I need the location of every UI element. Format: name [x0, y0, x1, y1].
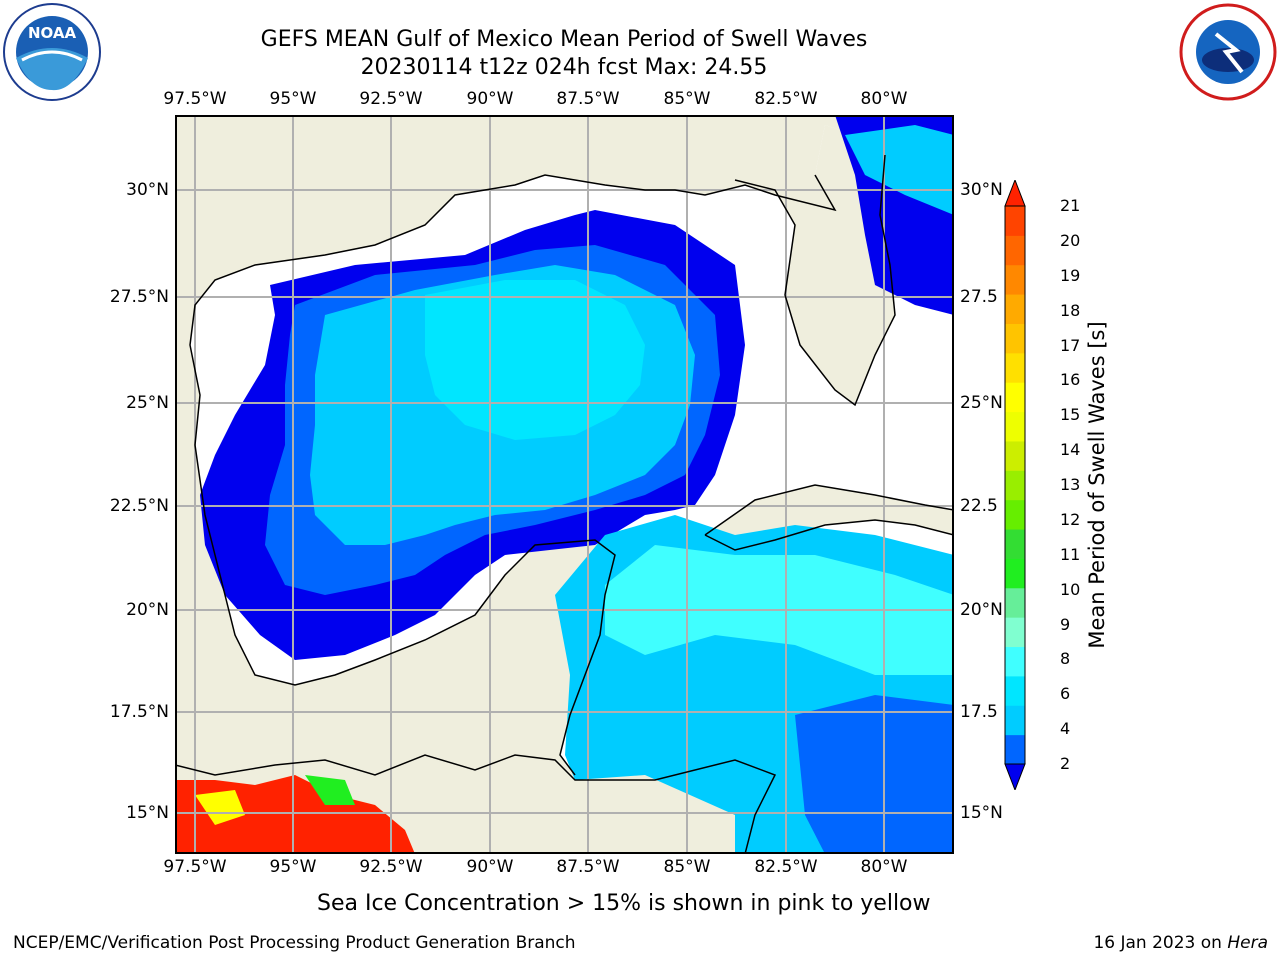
colorbar-segment — [1005, 235, 1025, 266]
colorbar-tick-label: 16 — [1060, 370, 1081, 390]
lon-tick-label: 92.5°W — [359, 89, 423, 109]
lat-tick-label: 30°N — [126, 180, 169, 200]
colorbar-segment — [1005, 558, 1025, 589]
lon-tick-label: 90°W — [466, 857, 514, 877]
colorbar-tick-label: 8 — [1060, 649, 1071, 669]
svg-text:NOAA: NOAA — [28, 24, 77, 42]
colorbar-segment — [1005, 470, 1025, 501]
lat-tick-label: 20°N — [960, 600, 1003, 620]
swell-band-8-9 — [425, 280, 645, 440]
lon-tick-label: 80°W — [860, 857, 908, 877]
lat-tick-label: 17.5 — [960, 702, 998, 722]
lon-tick-label: 95°W — [269, 89, 317, 109]
colorbar-segment — [1005, 675, 1025, 706]
colorbar-segment — [1005, 382, 1025, 413]
colorbar-segment — [1005, 646, 1025, 677]
colorbar — [1004, 180, 1026, 790]
lat-tick-label: 30°N — [960, 180, 1003, 200]
colorbar-tick-label: 6 — [1060, 684, 1071, 704]
colorbar-segment — [1005, 323, 1025, 354]
lon-tick-label: 87.5°W — [556, 89, 620, 109]
colorbar-segment — [1005, 529, 1025, 559]
colorbar-frame — [1004, 205, 1026, 765]
chart-title: GEFS MEAN Gulf of Mexico Mean Period of … — [260, 27, 868, 52]
lon-tick-label: 90°W — [466, 89, 514, 109]
colorbar-tick-label: 17 — [1060, 335, 1081, 355]
lat-tick-label: 20°N — [126, 600, 169, 620]
colorbar-tick-label: 18 — [1060, 300, 1081, 320]
colorbar-tick-label: 11 — [1060, 544, 1081, 564]
colorbar-arrow-bottom — [1004, 763, 1026, 790]
colorbar-tick-label: 9 — [1060, 614, 1071, 634]
colorbar-segment — [1005, 206, 1025, 236]
lon-tick-label: 85°W — [663, 89, 711, 109]
date-line: 16 Jan 2023 on Hera — [1093, 933, 1268, 953]
colorbar-segment — [1005, 587, 1025, 618]
lat-tick-label: 25°N — [126, 393, 169, 413]
colorbar-tick-label: 21 — [1060, 196, 1081, 215]
colorbar-tick-label: 15 — [1060, 405, 1081, 425]
lat-tick-label: 15°N — [960, 803, 1003, 823]
colorbar-tick-label: 20 — [1060, 230, 1081, 250]
credit-line: NCEP/EMC/Verification Post Processing Pr… — [13, 933, 576, 953]
date-text: 16 Jan 2023 on — [1093, 933, 1228, 953]
swell-atlantic-6-8 — [845, 125, 954, 215]
lat-tick-label: 17.5°N — [109, 702, 169, 722]
lat-tick-label: 25°N — [960, 393, 1003, 413]
lat-tick-label: 22.5 — [960, 496, 998, 516]
colorbar-segment — [1005, 499, 1025, 530]
lon-tick-label: 82.5°W — [754, 89, 818, 109]
colorbar-tick-label: 10 — [1060, 579, 1081, 599]
lat-tick-label: 22.5°N — [109, 496, 169, 516]
lon-tick-label: 85°W — [663, 857, 711, 877]
map-frame — [175, 115, 954, 854]
colorbar-segment — [1005, 411, 1025, 442]
chart-subtitle: 20230114 t12z 024h fcst Max: 24.55 — [360, 55, 768, 80]
lon-tick-label: 87.5°W — [556, 857, 620, 877]
lat-tick-label: 15°N — [126, 803, 169, 823]
lon-tick-label: 97.5°W — [163, 857, 227, 877]
colorbar-segment — [1005, 617, 1025, 648]
swell-caribbean-2-4 — [795, 695, 954, 854]
colorbar-arrow-top — [1004, 180, 1026, 207]
swell-pacific-green — [305, 775, 355, 805]
colorbar-segment — [1005, 294, 1025, 324]
map-coastlines — [175, 154, 954, 854]
lon-tick-label: 80°W — [860, 89, 908, 109]
lon-tick-label: 92.5°W — [359, 857, 423, 877]
lat-tick-label: 27.5 — [960, 287, 998, 307]
noaa-logo: NOAA — [2, 2, 102, 102]
host-name: Hera — [1227, 933, 1268, 953]
nws-logo — [1178, 2, 1278, 102]
swell-pacific-mid — [195, 790, 245, 825]
lat-tick-label: 27.5°N — [109, 287, 169, 307]
colorbar-segment — [1005, 734, 1025, 765]
land-us-gulf-coast — [175, 115, 954, 854]
sea-ice-note: Sea Ice Concentration > 15% is shown in … — [317, 891, 931, 916]
colorbar-segment — [1005, 264, 1025, 295]
lon-tick-label: 95°W — [269, 857, 317, 877]
colorbar-tick-label: 4 — [1060, 719, 1071, 739]
colorbar-segment — [1005, 705, 1025, 736]
lon-tick-label: 97.5°W — [163, 89, 227, 109]
lon-tick-label: 82.5°W — [754, 857, 818, 877]
colorbar-tick-label: 2 — [1060, 754, 1071, 773]
colorbar-tick-label: 19 — [1060, 265, 1081, 285]
land-florida — [735, 125, 895, 405]
colorbar-axis-label: Mean Period of Swell Waves [s] — [1085, 321, 1109, 649]
colorbar-tick-label: 12 — [1060, 509, 1081, 529]
colorbar-tick-label: 13 — [1060, 475, 1081, 494]
colorbar-tick-label: 14 — [1060, 440, 1081, 460]
colorbar-segment — [1005, 440, 1025, 471]
colorbar-segment — [1005, 352, 1025, 383]
swell-period-map — [175, 115, 954, 854]
